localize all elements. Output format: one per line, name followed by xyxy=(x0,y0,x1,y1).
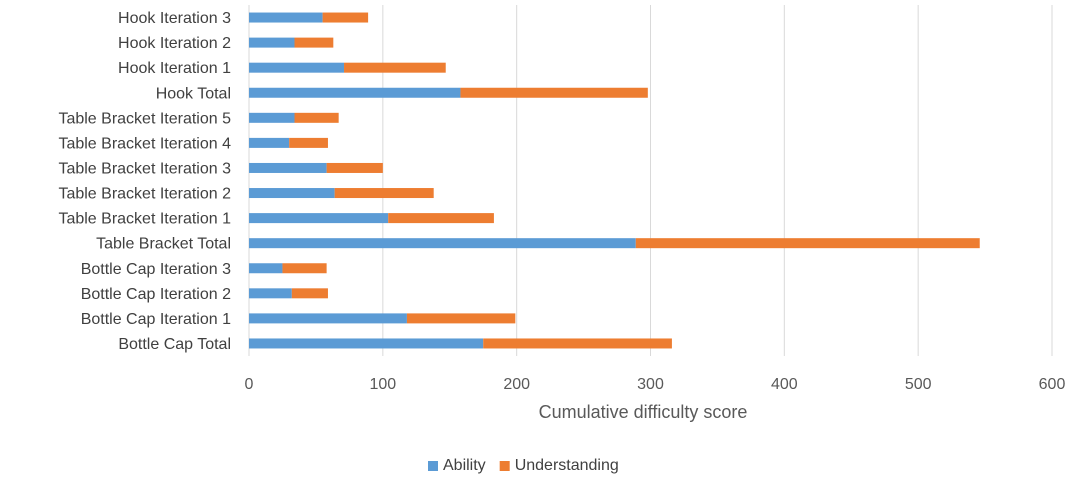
bar-ability xyxy=(249,288,292,299)
legend-swatch xyxy=(428,461,438,471)
gridlines xyxy=(248,5,1053,356)
category-label: Table Bracket Total xyxy=(96,236,231,253)
bar-understanding xyxy=(294,37,334,48)
category-label: Table Bracket Iteration 2 xyxy=(58,186,231,203)
x-tick-labels: 0 100 200 300 400 500 600 xyxy=(245,376,1066,393)
bar-ability xyxy=(249,188,335,199)
bar-understanding xyxy=(294,112,339,123)
category-label: Bottle Cap Total xyxy=(118,336,231,353)
bar-understanding xyxy=(635,238,980,249)
category-label: Table Bracket Iteration 1 xyxy=(58,211,231,228)
category-label: Bottle Cap Iteration 3 xyxy=(81,261,231,278)
bar-ability xyxy=(249,238,636,249)
category-labels: Hook Iteration 3 Hook Iteration 2 Hook Ite… xyxy=(58,10,231,353)
bar-ability xyxy=(249,162,327,173)
bar-ability xyxy=(249,213,389,224)
x-tick-label: 600 xyxy=(1039,376,1066,393)
category-label: Hook Iteration 2 xyxy=(118,35,231,52)
bar-ability xyxy=(249,263,283,274)
bar-understanding xyxy=(322,12,369,23)
category-label: Bottle Cap Iteration 2 xyxy=(81,286,231,303)
bar-ability xyxy=(249,313,407,324)
bar-ability xyxy=(249,338,484,349)
x-axis-title: Cumulative difficulty score xyxy=(539,402,748,422)
bar-understanding xyxy=(460,87,648,98)
legend-label: Understanding xyxy=(515,457,619,474)
category-label: Bottle Cap Iteration 1 xyxy=(81,311,231,328)
bar-ability xyxy=(249,137,290,148)
bar-understanding xyxy=(334,188,434,199)
legend-swatch xyxy=(499,461,510,471)
x-tick-label: 200 xyxy=(503,376,530,393)
bar-ability xyxy=(249,112,295,123)
bar-understanding xyxy=(388,213,494,224)
bar-understanding xyxy=(291,288,328,299)
bar-understanding xyxy=(282,263,327,274)
category-label: Hook Total xyxy=(156,85,231,102)
x-tick-label: 300 xyxy=(637,376,664,393)
bar-understanding xyxy=(406,313,516,324)
category-label: Hook Iteration 3 xyxy=(118,10,231,27)
legend-label: Ability xyxy=(443,457,486,474)
bar-understanding xyxy=(326,162,383,173)
bar-ability xyxy=(249,12,323,23)
category-label: Table Bracket Iteration 4 xyxy=(58,135,231,152)
legend: Ability Understanding xyxy=(428,457,619,474)
bar-ability xyxy=(249,62,345,73)
bar-ability xyxy=(249,87,461,98)
x-tick-label: 0 xyxy=(245,376,254,393)
category-label: Table Bracket Iteration 3 xyxy=(58,160,231,177)
category-label: Hook Iteration 1 xyxy=(118,60,231,77)
bars xyxy=(249,12,980,349)
x-tick-label: 100 xyxy=(369,376,396,393)
category-label: Table Bracket Iteration 5 xyxy=(58,110,231,127)
bar-understanding xyxy=(344,62,446,73)
x-tick-label: 500 xyxy=(905,376,932,393)
bar-understanding xyxy=(483,338,672,349)
bar-ability xyxy=(249,37,295,48)
bar-understanding xyxy=(289,137,328,148)
x-tick-label: 400 xyxy=(771,376,798,393)
